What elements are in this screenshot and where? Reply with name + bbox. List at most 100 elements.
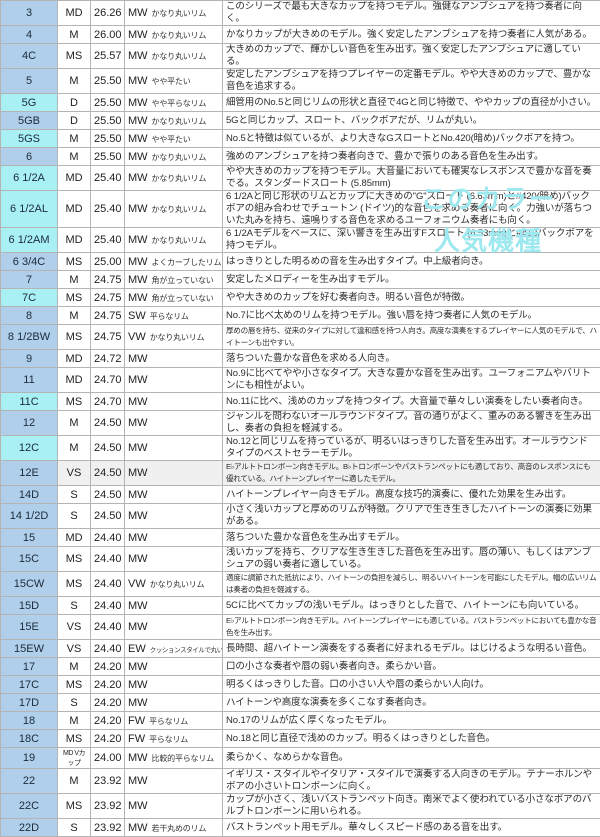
cell-cup-depth: M (58, 69, 91, 94)
cell-diameter: 23.92 (91, 819, 125, 837)
rim-code: FW (128, 733, 145, 745)
rim-code: MW (128, 697, 148, 709)
cell-cup-depth: MS (58, 794, 91, 819)
rim-code: MW (128, 621, 148, 633)
rim-code: MW (128, 467, 148, 479)
cell-cup-depth: M (58, 148, 91, 166)
rim-code: MW (128, 374, 148, 386)
rim-description: 平らなリム (150, 312, 189, 321)
rim-code: MW (128, 752, 148, 764)
cell-rim: MW (125, 658, 223, 676)
cell-diameter: 25.50 (91, 69, 125, 94)
cell-description: 6 1/2Aと同じ形状のリムとカップに大きめの"G"スロート (6.63mm)と… (223, 191, 600, 228)
cell-cup-depth: VS (58, 640, 91, 658)
cell-model: 17C (1, 676, 58, 694)
cell-rim: EWクッションスタイルで丸いリム (125, 640, 223, 658)
cell-description: カップが小さく、浅いバストランペット向き。南米でよく使われている小さなボアのバル… (223, 794, 600, 819)
cell-rim: MW (125, 368, 223, 393)
rim-description: かなり丸いリム (150, 580, 205, 589)
cell-model: 6 1/2A (1, 166, 58, 191)
cell-model: 17 (1, 658, 58, 676)
cell-rim: MW (125, 547, 223, 572)
cell-model: 8 1/2BW (1, 325, 58, 350)
cell-rim: MW (125, 504, 223, 529)
cell-description: イギリス・スタイルやイタリア・スタイルで演奏する人向きのモデル。テナーホルンやボ… (223, 769, 600, 794)
cell-description: No.11に比べ、浅めのカップを持つタイプ。大音量で華々しい演奏をしたい奏者向き… (223, 393, 600, 411)
cell-cup-depth: VS (58, 615, 91, 640)
cell-rim: MW (125, 769, 223, 794)
cell-diameter: 24.75 (91, 307, 125, 325)
cell-model: 15C (1, 547, 58, 572)
cell-description: 強めのアンブシュアを持つ奏者向きで、豊かで張りのある音色を生み出す。 (223, 148, 600, 166)
cell-cup-depth: M (58, 436, 91, 461)
rim-code: MW (128, 203, 148, 215)
cell-model: 7C (1, 289, 58, 307)
cell-cup-depth: S (58, 819, 91, 837)
cell-model: 11 (1, 368, 58, 393)
cell-diameter: 24.20 (91, 676, 125, 694)
cell-cup-depth: MD (58, 529, 91, 547)
cell-cup-depth: MS (58, 393, 91, 411)
rim-description: 角が立っていない (152, 294, 214, 303)
cell-cup-depth: MD (58, 191, 91, 228)
rim-description: 若干丸めのリム (152, 824, 207, 833)
cell-rim: MW (125, 794, 223, 819)
cell-rim: MW (125, 461, 223, 486)
rim-code: SW (128, 310, 146, 322)
rim-code: MW (128, 417, 148, 429)
rim-code: MW (128, 553, 148, 565)
cell-model: 18 (1, 712, 58, 730)
cell-cup-depth: MS (58, 547, 91, 572)
rim-description: かなり丸いリム (152, 9, 207, 18)
cell-cup-depth: MD (58, 1, 91, 26)
rim-code: MW (128, 775, 148, 787)
cell-diameter: 24.40 (91, 547, 125, 572)
cell-model: 9 (1, 350, 58, 368)
cell-model: 22 (1, 769, 58, 794)
cell-description: 落ちついた豊かな音色を生み出すモデル。 (223, 529, 600, 547)
cell-description: E♭アルトトロンボーン向きモデル。ハイトーンプレイヤーにも適している。バストラン… (223, 615, 600, 640)
cell-description: やや大きめのカップを好む奏者向き。明るい音色が特徴。 (223, 289, 600, 307)
cell-diameter: 24.20 (91, 730, 125, 748)
cell-description: No.12と同じリムを持っているが、明るいはっきりした音を生み出す。オールラウン… (223, 436, 600, 461)
cell-description: 5Cに比べてカップの浅いモデル。はっきりとした音で、ハイトーンにも向いている。 (223, 597, 600, 615)
cell-description: 長時間、超ハイトーン演奏をする奏者に好まれるモデル。はじけるような明るい音色。 (223, 640, 600, 658)
cell-model: 14D (1, 486, 58, 504)
cell-model: 19 (1, 748, 58, 769)
table-row: 15EWVS24.40EWクッションスタイルで丸いリム長時間、超ハイトーン演奏を… (1, 640, 600, 658)
cell-description: 安定したアンブシュアを持つプレイヤーの定番モデル。やや大きめのカップで、豊かな音… (223, 69, 600, 94)
rim-code: MW (128, 29, 148, 41)
cell-rim: MW (125, 615, 223, 640)
cell-cup-depth: M (58, 712, 91, 730)
cell-cup-depth: MS (58, 253, 91, 271)
rim-description: かなり丸いリム (152, 31, 207, 40)
rim-description: 平らなリム (149, 735, 188, 744)
cell-rim: MW (125, 411, 223, 436)
cell-rim: MW (125, 393, 223, 411)
cell-cup-depth: M (58, 271, 91, 289)
cell-description: 大きめのカップで、輝かしい音色を生み出す。強く安定したアンブシュアに適している。 (223, 44, 600, 69)
rim-description: かなり丸いリム (150, 333, 205, 342)
